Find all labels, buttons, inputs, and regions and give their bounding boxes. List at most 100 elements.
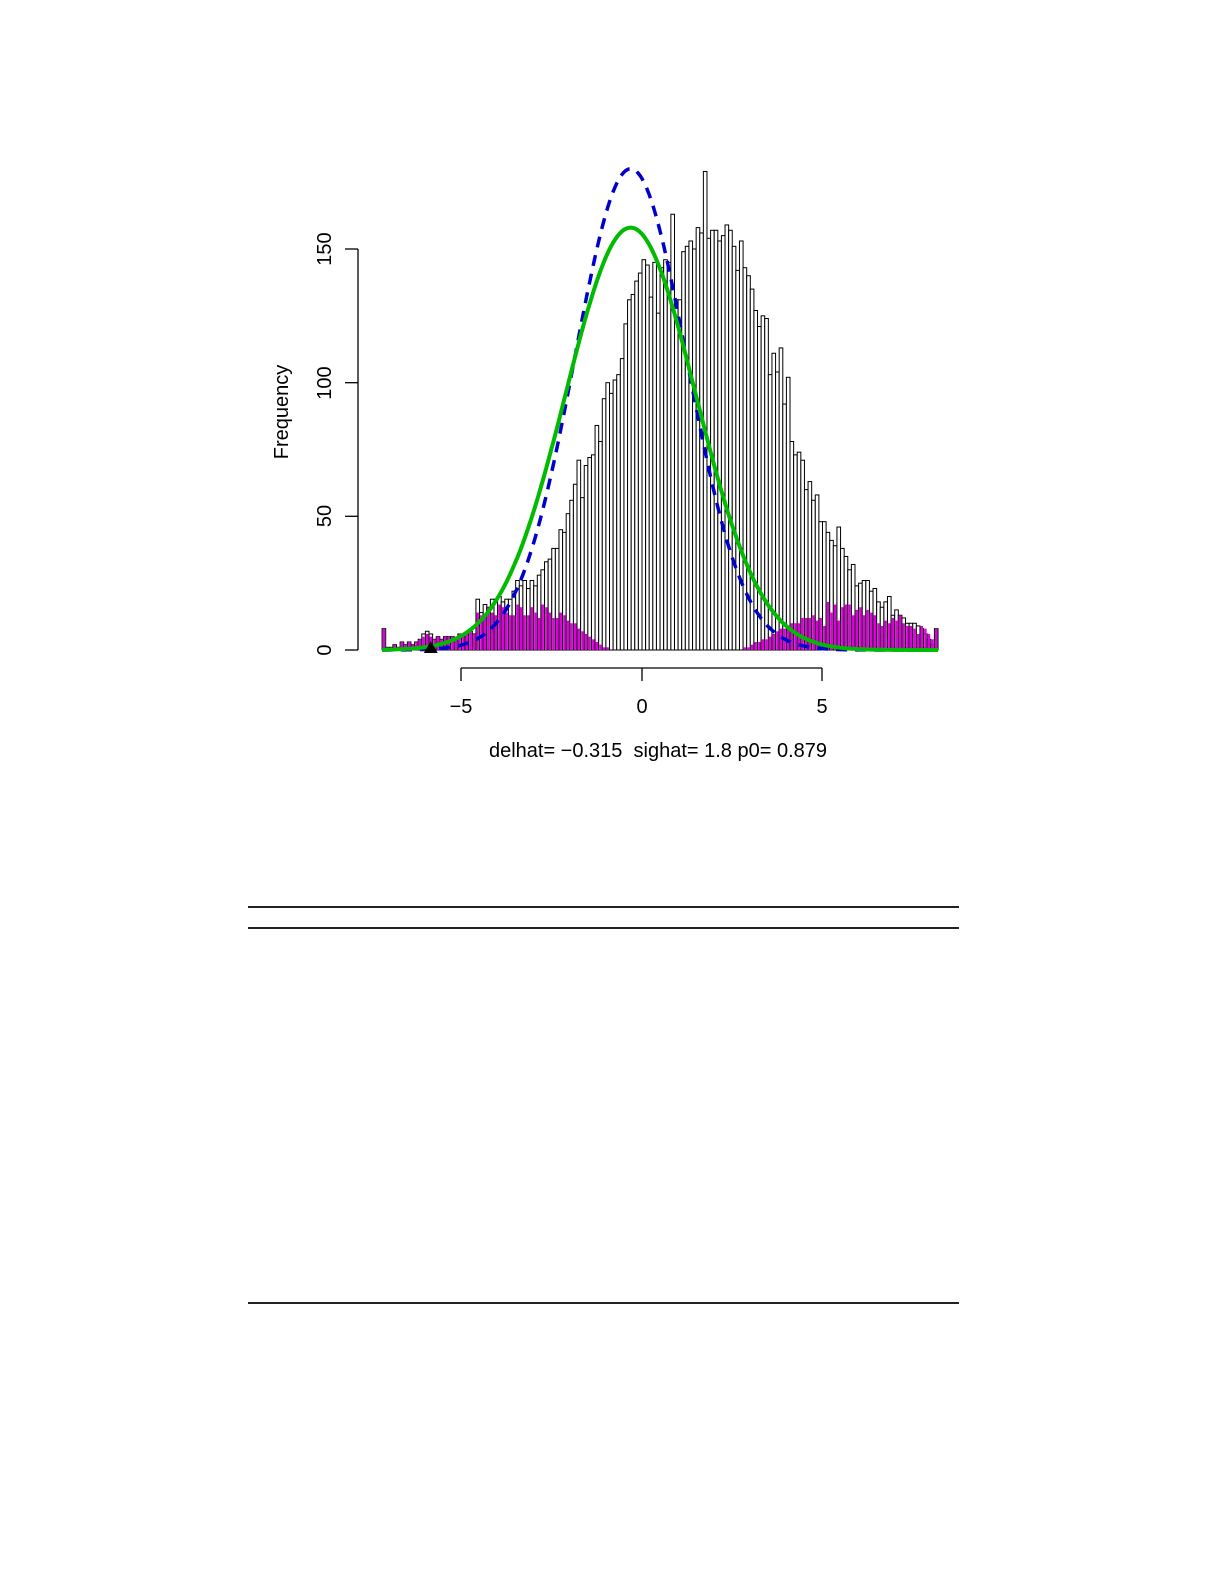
- null-bar: [848, 604, 851, 650]
- null-bar: [891, 617, 895, 650]
- x-tick-label: 0: [636, 696, 647, 718]
- null-bar: [772, 633, 775, 650]
- null-bar: [743, 647, 747, 650]
- null-bar: [505, 612, 508, 650]
- histogram-bar: [619, 358, 625, 651]
- histogram-bar: [710, 229, 715, 651]
- null-bar: [509, 615, 512, 650]
- histogram-bar: [757, 326, 762, 651]
- null-bar: [790, 623, 794, 650]
- histogram-bar: [590, 454, 596, 651]
- histogram-bar: [580, 497, 585, 651]
- null-bar: [826, 601, 830, 650]
- null-bar: [400, 641, 404, 650]
- histogram-bar: [692, 248, 697, 651]
- histogram-bar: [598, 440, 603, 651]
- null-bar: [494, 615, 497, 650]
- x-tick-label: −5: [450, 696, 473, 718]
- null-bar: [548, 612, 552, 650]
- null-bar: [476, 612, 479, 650]
- histogram-bar: [583, 465, 589, 651]
- histogram-bar: [789, 440, 795, 651]
- null-bar: [902, 623, 905, 650]
- null-bar: [779, 628, 783, 650]
- table-header-rule: [248, 927, 959, 929]
- null-bar: [870, 612, 873, 650]
- null-bar: [541, 604, 544, 650]
- null-bar: [916, 633, 920, 650]
- histogram-bar: [612, 379, 618, 651]
- null-bar: [472, 633, 476, 650]
- histogram-bar: [778, 347, 784, 651]
- null-bar: [913, 628, 916, 650]
- histogram-bar: [576, 459, 582, 651]
- null-bar: [754, 641, 757, 650]
- histogram-bar: [587, 457, 592, 651]
- null-bar: [801, 617, 804, 650]
- null-bar: [895, 620, 898, 650]
- null-bar: [859, 607, 862, 650]
- null-bar: [765, 639, 768, 650]
- null-bar: [602, 647, 606, 650]
- null-bar: [426, 633, 429, 650]
- histogram-bar: [659, 267, 665, 651]
- histogram-bar: [728, 229, 733, 651]
- null-bar: [830, 612, 833, 650]
- null-bar: [841, 607, 844, 650]
- null-bar: [469, 631, 472, 650]
- histogram-bar: [630, 293, 636, 651]
- histogram-bar: [652, 261, 657, 651]
- histogram-bar: [641, 259, 647, 651]
- histogram-bar: [681, 251, 686, 651]
- null-bar: [906, 625, 909, 650]
- null-bar: [815, 620, 819, 650]
- null-bar: [584, 633, 588, 650]
- histogram-bar: [735, 269, 740, 651]
- null-bar: [555, 617, 559, 650]
- null-bar: [574, 623, 577, 650]
- table-bottom-rule: [248, 1302, 959, 1304]
- null-bar: [884, 620, 887, 650]
- null-bar: [877, 623, 880, 650]
- x-axis-label: delhat= −0.315 sighat= 1.8 p0= 0.879: [489, 740, 827, 762]
- null-bar: [512, 615, 516, 650]
- histogram-bar: [594, 424, 600, 651]
- y-tick-label: 150: [314, 232, 336, 265]
- null-bar: [519, 607, 523, 650]
- null-bar: [880, 625, 884, 650]
- histogram-bar: [666, 261, 672, 651]
- null-bar: [758, 641, 761, 650]
- histogram-bar: [684, 245, 690, 651]
- histogram-bar: [717, 240, 722, 651]
- histogram-bar: [609, 392, 614, 651]
- y-axis-label: Frequency: [271, 365, 293, 460]
- histogram-bar: [605, 382, 611, 651]
- null-bar: [909, 625, 913, 650]
- null-bar: [422, 636, 425, 650]
- null-bar: [794, 623, 797, 650]
- null-bar: [833, 604, 837, 650]
- null-bar: [563, 615, 566, 650]
- null-bar: [837, 620, 840, 650]
- histogram-bar: [623, 323, 629, 651]
- null-bar: [805, 617, 808, 650]
- null-bar: [490, 612, 494, 650]
- histogram-bar: [616, 374, 621, 651]
- null-bar: [451, 636, 454, 650]
- histogram-bar: [673, 299, 679, 651]
- null-bar: [581, 631, 584, 650]
- null-bar: [844, 604, 848, 650]
- null-bar: [750, 644, 754, 650]
- histogram-bar: [655, 312, 661, 651]
- histogram-bar: [677, 299, 683, 651]
- null-bar: [920, 625, 923, 650]
- null-bar: [595, 641, 599, 650]
- null-bar: [888, 623, 891, 650]
- null-bar: [527, 615, 530, 650]
- triangle-marker-icon: [423, 641, 438, 653]
- null-bar: [570, 623, 573, 650]
- null-bar: [927, 633, 931, 650]
- null-bar: [516, 604, 519, 650]
- null-bar: [501, 607, 505, 650]
- x-tick-label: 5: [816, 696, 827, 718]
